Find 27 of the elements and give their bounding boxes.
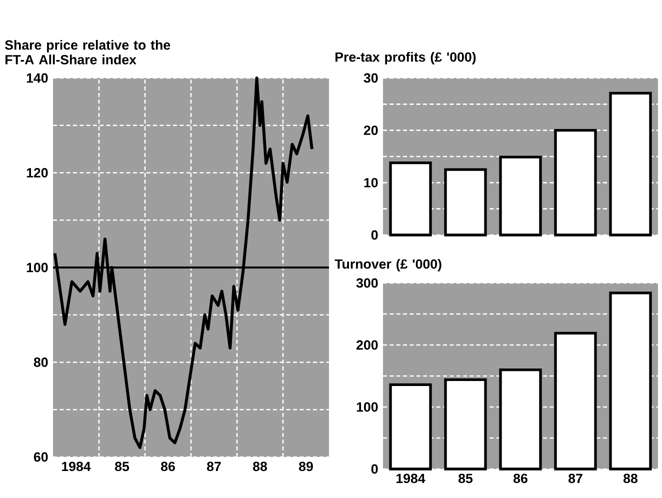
x-tick-label: 85 — [458, 474, 473, 484]
chart-title: Turnover (£ '000) — [334, 258, 442, 272]
chart-title: Pre-tax profits (£ '000) — [336, 52, 476, 64]
x-tick-label: 88 — [623, 474, 638, 484]
x-tick-label: 1984 — [62, 462, 91, 472]
chart-title: Share price relative to the FT-A All-Share index — [4, 40, 170, 64]
y-tick-label: 120 — [26, 168, 48, 178]
x-tick-label: 86 — [514, 474, 528, 484]
x-tick-label: 89 — [298, 462, 313, 472]
y-tick-label: 100 — [26, 262, 48, 272]
y-tick-label: 30 — [364, 73, 378, 83]
y-tick-label: 0 — [371, 464, 378, 474]
y-tick-label: 100 — [356, 402, 378, 412]
x-tick-label: 87 — [207, 462, 221, 472]
y-tick-label: 300 — [356, 278, 378, 288]
x-tick-label: 1984 — [396, 474, 426, 484]
y-tick-label: 140 — [26, 73, 48, 83]
y-tick-label: 80 — [34, 358, 48, 367]
x-tick-label: 87 — [568, 474, 582, 484]
x-tick-label: 88 — [253, 462, 267, 472]
x-tick-label: 86 — [161, 462, 175, 472]
x-tick-label: 85 — [115, 462, 130, 472]
y-tick-label: 0 — [371, 230, 378, 240]
y-tick-label: 20 — [364, 126, 378, 136]
y-tick-label: 60 — [34, 452, 48, 462]
y-tick-label: 10 — [364, 178, 378, 188]
y-tick-label: 200 — [356, 340, 378, 350]
